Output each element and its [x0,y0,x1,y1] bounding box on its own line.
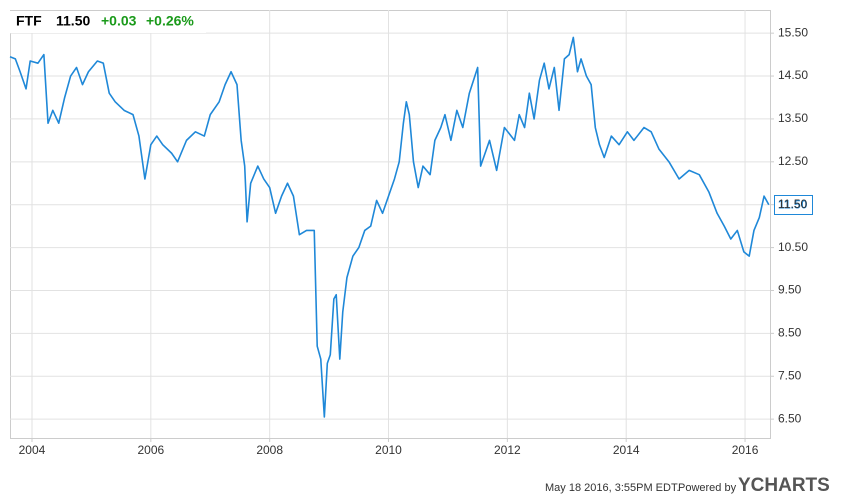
powered-by: Powered by [678,482,737,494]
last-value-box [774,195,813,215]
brand: YCHARTS [738,475,830,496]
grid [10,10,774,442]
y-tick-label: 15.50 [778,25,808,39]
timestamp: May 18 2016, 3:55PM EDT. [545,482,680,494]
x-tick-label: 2012 [494,443,521,457]
y-tick-label: 12.50 [778,154,808,168]
ticker: FTF [16,13,42,29]
x-tick-label: 2006 [137,443,164,457]
x-tick-label: 2010 [375,443,402,457]
y-tick-label: 10.50 [778,240,808,254]
x-tick-label: 2008 [256,443,283,457]
last-value-label: 11.50 [778,198,808,212]
x-tick-label: 2014 [613,443,640,457]
y-tick-label: 14.50 [778,68,808,82]
price: 11.50 [56,13,90,29]
plot-area [10,10,771,439]
header-box [10,11,206,33]
x-tick-label: 2004 [19,443,46,457]
series [9,36,770,418]
y-tick-label: 6.50 [778,411,802,425]
change: +0.03 [101,13,137,29]
change-pct: +0.26% [146,13,194,29]
y-tick-label: 7.50 [778,368,802,382]
y-tick-label: 8.50 [778,326,802,340]
price-line [9,36,770,418]
x-tick-label: 2016 [732,443,759,457]
y-tick-label: 11.50 [778,197,807,211]
y-tick-label: 13.50 [778,111,808,125]
y-tick-label: 9.50 [778,283,802,297]
